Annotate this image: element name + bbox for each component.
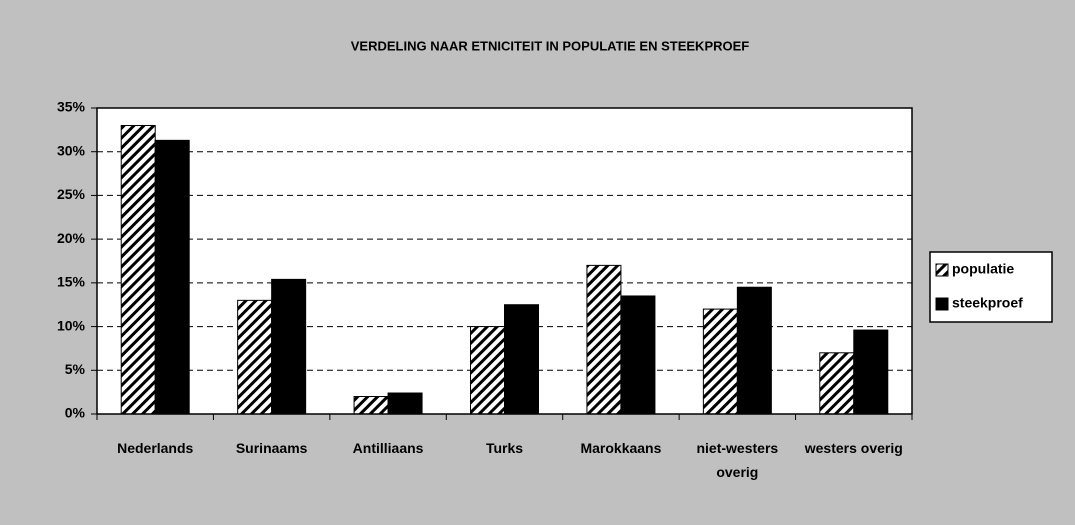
legend-swatch bbox=[935, 263, 949, 277]
y-tick-label: 5% bbox=[65, 361, 86, 377]
plot-border bbox=[96, 107, 913, 415]
bar bbox=[154, 139, 190, 415]
bar bbox=[271, 278, 307, 415]
x-tick-label: Turks bbox=[485, 440, 524, 456]
y-tick-label: 10% bbox=[57, 317, 86, 333]
y-tick-label: 25% bbox=[57, 186, 86, 202]
bar bbox=[702, 308, 738, 415]
x-tick-label: westers overig bbox=[804, 440, 903, 456]
legend-swatch bbox=[935, 297, 949, 311]
y-tick-label: 30% bbox=[57, 142, 86, 158]
bar bbox=[237, 299, 273, 415]
bar bbox=[853, 329, 889, 415]
bar bbox=[504, 304, 539, 415]
chart-title: VERDELING NAAR ETNICITEIT IN POPULATIE E… bbox=[351, 38, 750, 53]
x-tick-label: Antilliaans bbox=[352, 440, 424, 456]
bar bbox=[620, 295, 656, 415]
bar bbox=[353, 396, 389, 415]
legend-label: steekproef bbox=[952, 295, 1023, 311]
legend-box bbox=[929, 251, 1053, 323]
x-tick-label: Nederlands bbox=[117, 440, 194, 456]
x-tick-label: Marokkaans bbox=[580, 440, 662, 456]
y-tick-label: 20% bbox=[57, 230, 86, 246]
y-tick-label: 0% bbox=[65, 405, 86, 421]
legend-label: populatie bbox=[952, 261, 1014, 277]
bar bbox=[736, 286, 772, 415]
y-tick-label: 15% bbox=[57, 274, 86, 290]
bar bbox=[470, 326, 505, 415]
y-tick-label: 35% bbox=[57, 99, 86, 115]
bar bbox=[120, 124, 156, 415]
bar bbox=[586, 264, 622, 415]
bar bbox=[819, 352, 855, 415]
bar bbox=[387, 392, 423, 415]
x-tick-label: niet-westers overig bbox=[696, 440, 779, 480]
x-tick-label: Surinaams bbox=[235, 440, 308, 456]
